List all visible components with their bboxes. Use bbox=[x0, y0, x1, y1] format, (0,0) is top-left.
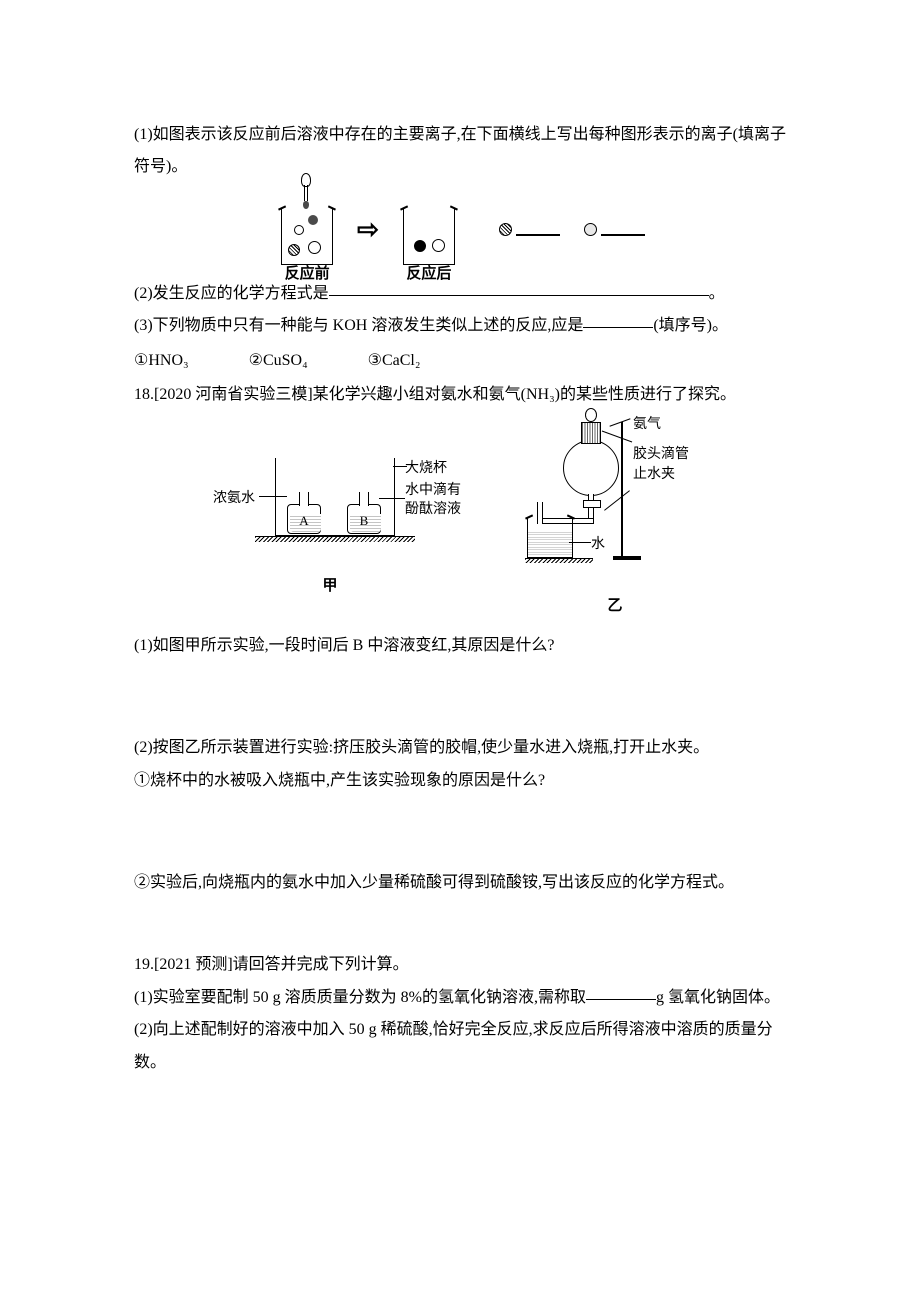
jia-setup: A B 浓氨水 大烧杯 水中滴有 酚酞溶液 bbox=[215, 422, 445, 542]
stand-rod bbox=[621, 422, 623, 558]
ion-legend bbox=[499, 222, 645, 238]
flask-a-letter: A bbox=[288, 509, 320, 534]
q3-text: (3)下列物质中只有一种能与 KOH 溶液发生类似上述的反应,应是 bbox=[134, 317, 583, 334]
spacer-3 bbox=[134, 900, 786, 950]
ion-diagram: 反应前 ⇨ 反应后 bbox=[134, 195, 786, 265]
legend-item-2 bbox=[584, 222, 645, 238]
line-jiaotou bbox=[602, 431, 632, 443]
spacer-1 bbox=[134, 663, 786, 733]
spacer-2 bbox=[134, 798, 786, 868]
apparatus-diagrams: A B 浓氨水 大烧杯 水中滴有 酚酞溶液 甲 bbox=[134, 422, 786, 621]
q18-p2a: ①烧杯中的水被吸入烧瓶中,产生该实验现象的原因是什么? bbox=[134, 766, 786, 796]
q1-line1: (1)如图表示该反应前后溶液中存在的主要离子,在下面横线上写出每种图形表示的离子… bbox=[134, 120, 786, 150]
label-shui: 水 bbox=[591, 532, 605, 559]
q3-options: ①HNO₃ ②CuSO₄ ③CaCl₂ bbox=[134, 346, 786, 376]
q18-p2b: ②实验后,向烧瓶内的氨水中加入少量稀硫酸可得到硫酸铵,写出该反应的化学方程式。 bbox=[134, 868, 786, 898]
q19-p1b: g 氢氧化钠固体。 bbox=[656, 989, 780, 1006]
round-flask bbox=[563, 440, 619, 496]
ion-dropper-open bbox=[294, 225, 304, 235]
ion-before-open bbox=[308, 241, 321, 254]
q19-p2: (2)向上述配制好的溶液中加入 50 g 稀硫酸,恰好完全反应,求反应后所得溶液… bbox=[134, 1015, 786, 1045]
ion-after-black bbox=[414, 240, 426, 252]
q2-blank[interactable] bbox=[329, 280, 709, 296]
label-nong-anshui: 浓氨水 bbox=[213, 486, 255, 513]
line-zhishuijia bbox=[604, 491, 630, 511]
legend-ion-hatched bbox=[499, 223, 512, 236]
q19-title: 19.[2021 预测]请回答并完成下列计算。 bbox=[134, 950, 786, 980]
apparatus-jia: A B 浓氨水 大烧杯 水中滴有 酚酞溶液 甲 bbox=[215, 422, 445, 621]
legend-ion-open bbox=[584, 223, 597, 236]
line-water-phenol bbox=[379, 498, 405, 499]
ion-after-open bbox=[432, 239, 445, 252]
legend-item-1 bbox=[499, 222, 560, 238]
base-hatch-yi bbox=[525, 558, 593, 563]
dropper bbox=[297, 173, 315, 203]
q3-opt1: ①HNO₃ bbox=[134, 346, 189, 376]
line-nong-anshui bbox=[259, 496, 287, 497]
flask-a: A bbox=[287, 490, 321, 534]
legend-blank-2[interactable] bbox=[601, 220, 645, 236]
dropper-yi bbox=[585, 408, 597, 428]
label-zhishuijia: 止水夹 bbox=[633, 462, 675, 489]
q19-p1: (1)实验室要配制 50 g 溶质质量分数为 8%的氢氧化钠溶液,需称取 g 氢氧… bbox=[134, 983, 786, 1013]
q3-suffix: (填序号)。 bbox=[653, 317, 728, 334]
q2-suffix: 。 bbox=[709, 285, 725, 302]
water-beaker bbox=[527, 518, 573, 558]
stopcock bbox=[583, 500, 601, 508]
ion-before-hatched bbox=[288, 244, 300, 256]
yi-label: 乙 bbox=[607, 592, 622, 621]
line-shui bbox=[569, 542, 591, 543]
flask-b: B bbox=[347, 490, 381, 534]
reaction-arrow: ⇨ bbox=[357, 205, 379, 254]
q18-p2: (2)按图乙所示装置进行实验:挤压胶头滴管的胶帽,使少量水进入烧瓶,打开止水夹。 bbox=[134, 733, 786, 763]
beaker-diagram: 反应前 ⇨ 反应后 bbox=[275, 195, 645, 265]
q3-blank[interactable] bbox=[583, 312, 653, 328]
q19-p2b: 数。 bbox=[134, 1048, 786, 1078]
stand-base-jia bbox=[255, 536, 415, 542]
beaker-before: 反应前 bbox=[275, 195, 339, 265]
q19-p1a: (1)实验室要配制 50 g 溶质质量分数为 8%的氢氧化钠溶液,需称取 bbox=[134, 989, 586, 1006]
q19-p1-blank[interactable] bbox=[586, 984, 656, 1000]
label-water-phenol: 水中滴有 酚酞溶液 bbox=[405, 482, 461, 518]
q2-line: (2)发生反应的化学方程式是。 bbox=[134, 279, 786, 309]
flask-b-letter: B bbox=[348, 509, 380, 534]
q3-opt3: ③CaCl₂ bbox=[368, 346, 421, 376]
apparatus-yi: 氨气 胶头滴管 止水夹 水 乙 bbox=[525, 422, 705, 621]
label-anqi: 氨气 bbox=[633, 412, 661, 439]
q18-title: 18.[2020 河南省实验三模]某化学兴趣小组对氨水和氨气(NH₃)的某些性质… bbox=[134, 380, 786, 410]
ion-dropper-solid bbox=[308, 215, 318, 225]
q3-line: (3)下列物质中只有一种能与 KOH 溶液发生类似上述的反应,应是 (填序号)。 bbox=[134, 311, 786, 341]
line-da-shaobei bbox=[393, 466, 407, 467]
stand-base-yi bbox=[613, 556, 641, 560]
legend-blank-1[interactable] bbox=[516, 220, 560, 236]
q18-p1: (1)如图甲所示实验,一段时间后 B 中溶液变红,其原因是什么? bbox=[134, 631, 786, 661]
jia-label: 甲 bbox=[322, 572, 337, 601]
label-da-shaobei: 大烧杯 bbox=[405, 456, 447, 483]
line-anqi bbox=[609, 419, 630, 427]
beaker-after: 反应后 bbox=[397, 195, 461, 265]
q1-line1b: 符号)。 bbox=[134, 152, 786, 182]
yi-setup: 氨气 胶头滴管 止水夹 水 bbox=[525, 422, 705, 562]
q3-opt2: ②CuSO₄ bbox=[249, 346, 308, 376]
